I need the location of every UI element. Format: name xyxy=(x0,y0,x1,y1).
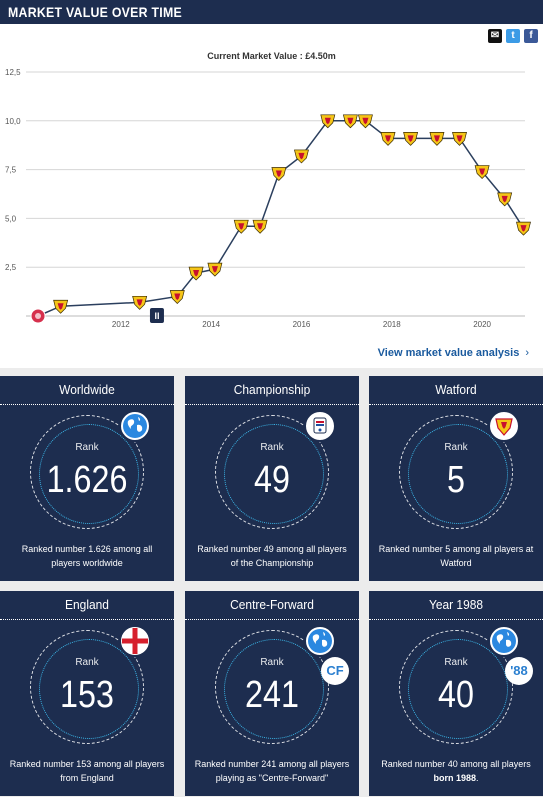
rank-card: England Rank 153 Ranked number 153 among al… xyxy=(0,591,174,796)
rank-description: Ranked number 49 among all players of th… xyxy=(197,544,347,568)
rank-label: Rank xyxy=(444,657,468,668)
value-point[interactable] xyxy=(207,262,223,277)
rank-card-title: Centre-Forward xyxy=(230,597,314,612)
rank-card: Worldwide Rank 1.626 Ranked number 1.626 am… xyxy=(0,376,174,581)
rank-description-emphasis: born 1988 xyxy=(433,773,476,783)
globe-icon[interactable] xyxy=(304,625,336,657)
y-tick-label: 5,0 xyxy=(5,214,17,223)
rank-description: Ranked number 1.626 among all players wo… xyxy=(21,544,153,568)
rank-ring-inner xyxy=(408,424,508,524)
y-tick-label: 7,5 xyxy=(5,166,17,175)
value-point[interactable] xyxy=(271,167,287,181)
twitter-icon[interactable]: t xyxy=(506,29,520,43)
rank-card-title: Watford xyxy=(435,382,477,397)
rank-ring-inner xyxy=(408,639,508,739)
globe-icon[interactable] xyxy=(119,410,151,442)
rank-ring-inner xyxy=(39,639,139,739)
y-tick-label: 2,5 xyxy=(5,263,17,272)
sub-badge: '88 xyxy=(505,657,533,685)
x-tick-label: 2012 xyxy=(112,320,130,329)
view-analysis-link[interactable]: View market value analysis › xyxy=(378,347,529,359)
transfer-annotation[interactable]: II xyxy=(149,308,164,323)
rank-ring-inner xyxy=(224,424,324,524)
rank-ring-inner xyxy=(224,639,324,739)
value-point[interactable] xyxy=(357,114,373,129)
rank-card: Year 1988 Rank 40 Ranked number 40 among al… xyxy=(369,591,543,796)
rank-card-title: Championship xyxy=(233,382,311,397)
value-point[interactable] xyxy=(429,132,445,146)
section-title: MARKET VALUE OVER TIME xyxy=(8,4,182,20)
chevron-right-icon: › xyxy=(525,347,529,359)
value-point[interactable] xyxy=(169,290,185,304)
rank-label: Rank xyxy=(75,657,99,668)
rank-label: Rank xyxy=(260,657,284,668)
rank-card-title: Worldwide xyxy=(59,382,115,397)
rank-ring-inner xyxy=(39,424,139,524)
market-value-line-chart: 12,5 10,0 7,5 5,0 2,5 2012 2014 2016 2018 2020 II xyxy=(5,68,531,329)
rank-value: 241 xyxy=(245,674,299,716)
value-point[interactable] xyxy=(252,219,268,234)
y-tick-label: 12,5 xyxy=(5,68,21,77)
rank-card: Centre-Forward Rank 241 Ranked number 241 a… xyxy=(185,591,359,796)
value-point[interactable] xyxy=(474,165,490,180)
value-point[interactable] xyxy=(320,114,336,129)
rank-ring xyxy=(215,630,329,744)
championship-logo[interactable] xyxy=(304,410,336,442)
england-flag[interactable] xyxy=(119,625,151,657)
rank-description: Ranked number 241 among all players play… xyxy=(194,759,350,783)
value-point[interactable] xyxy=(452,132,467,146)
value-point[interactable] xyxy=(403,132,419,146)
rank-label: Rank xyxy=(444,442,468,453)
svg-text:II: II xyxy=(154,311,159,321)
sub-badge: CF xyxy=(321,657,349,685)
rank-ring xyxy=(30,630,144,744)
value-point[interactable] xyxy=(233,219,249,234)
divider xyxy=(369,404,543,405)
rank-card-title: Year 1988 xyxy=(428,597,484,612)
value-point[interactable] xyxy=(53,299,69,314)
value-point[interactable] xyxy=(342,114,358,129)
divider xyxy=(369,619,543,620)
chart-title: Current Market Value : £4.50m xyxy=(207,51,336,61)
value-point[interactable] xyxy=(294,149,309,164)
section-header: MARKET VALUE OVER TIME xyxy=(0,0,543,24)
rank-value: 40 xyxy=(438,674,474,716)
value-point[interactable] xyxy=(516,221,531,236)
divider xyxy=(185,619,359,620)
rank-card: Championship Rank 49 Ranked number 49 among… xyxy=(185,376,359,581)
x-tick-label: 2020 xyxy=(473,320,491,329)
rank-description: Ranked number 5 among all players at Wat… xyxy=(378,544,534,568)
value-point[interactable] xyxy=(497,192,513,207)
watford-crest[interactable] xyxy=(488,410,520,442)
rank-label: Rank xyxy=(260,442,284,453)
x-tick-label: 2014 xyxy=(202,320,220,329)
facebook-icon[interactable]: f xyxy=(524,29,538,43)
email-icon[interactable]: ✉ xyxy=(488,29,502,43)
globe-icon[interactable] xyxy=(488,625,520,657)
value-point[interactable] xyxy=(188,266,204,281)
rank-description: Ranked number 40 among all players born … xyxy=(381,759,531,783)
rank-card: Watford Rank 5 Ranked number 5 among all pl… xyxy=(369,376,543,581)
value-point[interactable] xyxy=(380,132,396,146)
x-tick-label: 2018 xyxy=(383,320,401,329)
rank-value: 5 xyxy=(447,459,465,501)
rank-ring xyxy=(30,415,144,529)
divider xyxy=(0,619,174,620)
rank-description: Ranked number 153 among all players from… xyxy=(9,759,165,783)
value-point[interactable] xyxy=(132,295,148,310)
rank-value: 49 xyxy=(254,459,290,501)
rank-ring xyxy=(399,415,513,529)
x-tick-label: 2016 xyxy=(293,320,311,329)
view-analysis-label: View market value analysis xyxy=(377,347,520,359)
value-point[interactable] xyxy=(30,308,46,324)
rank-label: Rank xyxy=(75,442,99,453)
divider xyxy=(185,404,359,405)
rank-ring xyxy=(399,630,513,744)
rank-ring xyxy=(215,415,329,529)
y-tick-label: 10,0 xyxy=(5,117,21,126)
rank-card-title: England xyxy=(65,597,109,612)
rank-value: 1.626 xyxy=(46,459,128,501)
rank-value: 153 xyxy=(60,674,114,716)
divider xyxy=(0,404,174,405)
